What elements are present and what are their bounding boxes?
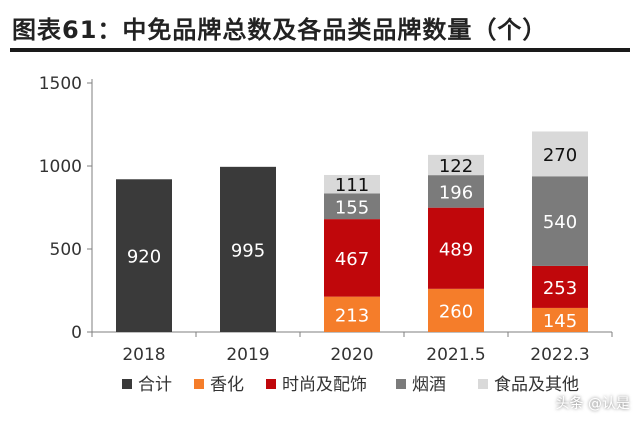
bar-segment: [324, 296, 380, 332]
data-label: 213: [335, 305, 369, 326]
x-tick-label: 2019: [226, 345, 269, 365]
bars: [116, 131, 588, 332]
data-label: 270: [543, 145, 577, 166]
x-tick-label: 2022.3: [530, 345, 589, 365]
bar-segment: [532, 307, 588, 332]
legend-swatch: [122, 379, 132, 389]
legend-label: 食品及其他: [494, 375, 579, 395]
bar-segment: [428, 154, 484, 176]
y-tick-label: 1000: [39, 157, 82, 177]
data-label: 540: [543, 212, 577, 233]
title-underline: [10, 48, 630, 52]
watermark-text: 头条 @认是: [555, 396, 630, 412]
data-label: 920: [127, 247, 161, 268]
data-label: 995: [231, 240, 265, 261]
legend-swatch: [478, 379, 488, 389]
legend-swatch: [266, 379, 276, 389]
title-bar: 图表61：中免品牌总数及各品类品牌数量（个）: [0, 0, 640, 56]
x-tick-label: 2020: [330, 345, 373, 365]
data-label: 253: [543, 278, 577, 299]
bar-segment: [532, 131, 588, 177]
bar-segment: [532, 265, 588, 308]
legend-swatch: [396, 379, 406, 389]
bar-segment: [532, 176, 588, 266]
data-label: 489: [439, 239, 473, 260]
legend-label: 香化: [210, 375, 244, 395]
data-label: 111: [335, 175, 369, 196]
bar-segment: [428, 207, 484, 289]
y-tick-label: 1500: [39, 74, 82, 94]
bar-segment: [428, 288, 484, 332]
chart-title: 图表61：中免品牌总数及各品类品牌数量（个）: [12, 16, 548, 44]
legend-label: 时尚及配饰: [282, 375, 367, 395]
data-label: 155: [335, 197, 369, 218]
data-label: 145: [543, 311, 577, 332]
data-label: 260: [439, 301, 473, 322]
legend-label: 烟酒: [412, 375, 446, 395]
watermark-logo-icon: [535, 395, 552, 411]
bar-segment: [116, 179, 172, 332]
legend-swatch: [194, 379, 204, 389]
data-label: 122: [439, 156, 473, 177]
data-label: 467: [335, 249, 369, 270]
bar-segment: [324, 193, 380, 220]
data-label: 196: [439, 182, 473, 203]
axes: 0 500 1000 1500 2018 2019 2020 2021.5 2022.3: [39, 74, 613, 365]
bar-segment: [428, 175, 484, 208]
x-tick-label: 2018: [122, 345, 165, 365]
bar-segment: [220, 166, 276, 332]
y-tick-label: 0: [71, 323, 82, 343]
stacked-bar-chart: 0 500 1000 1500 2018 2019 2020 2021.5 2022.3 920…: [39, 74, 613, 395]
legend: 合计 香化 时尚及配饰 烟酒 食品及其他: [122, 375, 579, 395]
legend-label: 合计: [138, 375, 172, 395]
x-tick-label: 2021.5: [426, 345, 485, 365]
watermark: 头条 @认是: [535, 393, 630, 413]
bar-segment: [324, 219, 380, 297]
bar-segment: [324, 174, 380, 194]
y-tick-label: 500: [50, 240, 82, 260]
